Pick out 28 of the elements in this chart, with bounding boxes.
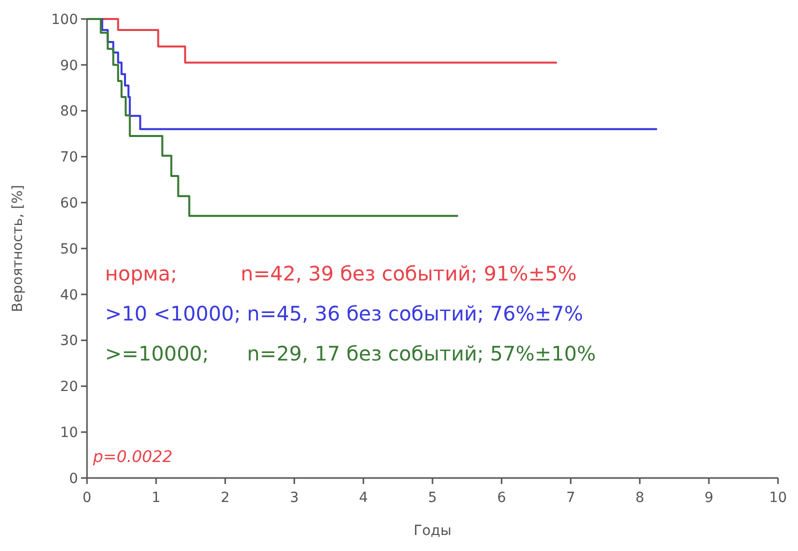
y-tick-label: 70 (60, 150, 78, 166)
y-tick-label: 30 (60, 333, 78, 350)
y-tick-label: 10 (60, 425, 78, 441)
y-tick-label: 60 (60, 196, 78, 212)
y-tick-label: 80 (60, 104, 78, 120)
annotation: >10 <10000; n=45, 36 без событий; 76%±7% (105, 302, 584, 326)
y-axis-title: Вероятность, [%] (10, 184, 26, 312)
x-tick-label: 0 (82, 490, 92, 506)
annotation: >=10000; n=29, 17 без событий; 57%±10% (105, 342, 596, 366)
x-tick-label: 10 (769, 490, 787, 506)
x-tick-label: 1 (152, 490, 161, 506)
annotation: p=0.0022 (92, 447, 173, 466)
x-tick-label: 6 (497, 490, 506, 506)
y-tick-label: 20 (60, 379, 78, 396)
x-tick-label: 8 (635, 490, 644, 506)
annotation: норма; n=42, 39 без событий; 91%±5% (105, 262, 577, 286)
x-tick-label: 9 (704, 490, 714, 506)
y-tick-label: 40 (60, 287, 78, 304)
x-axis-title: Годы (414, 523, 452, 539)
x-tick-label: 5 (428, 490, 437, 506)
x-tick-label: 2 (220, 490, 230, 506)
x-tick-label: 7 (566, 490, 576, 506)
x-tick-label: 4 (358, 490, 368, 506)
x-tick-label: 3 (290, 490, 299, 506)
y-tick-label: 100 (51, 12, 78, 28)
y-tick-label: 0 (69, 470, 78, 487)
y-tick-label: 90 (60, 58, 78, 74)
y-tick-label: 50 (60, 241, 78, 258)
